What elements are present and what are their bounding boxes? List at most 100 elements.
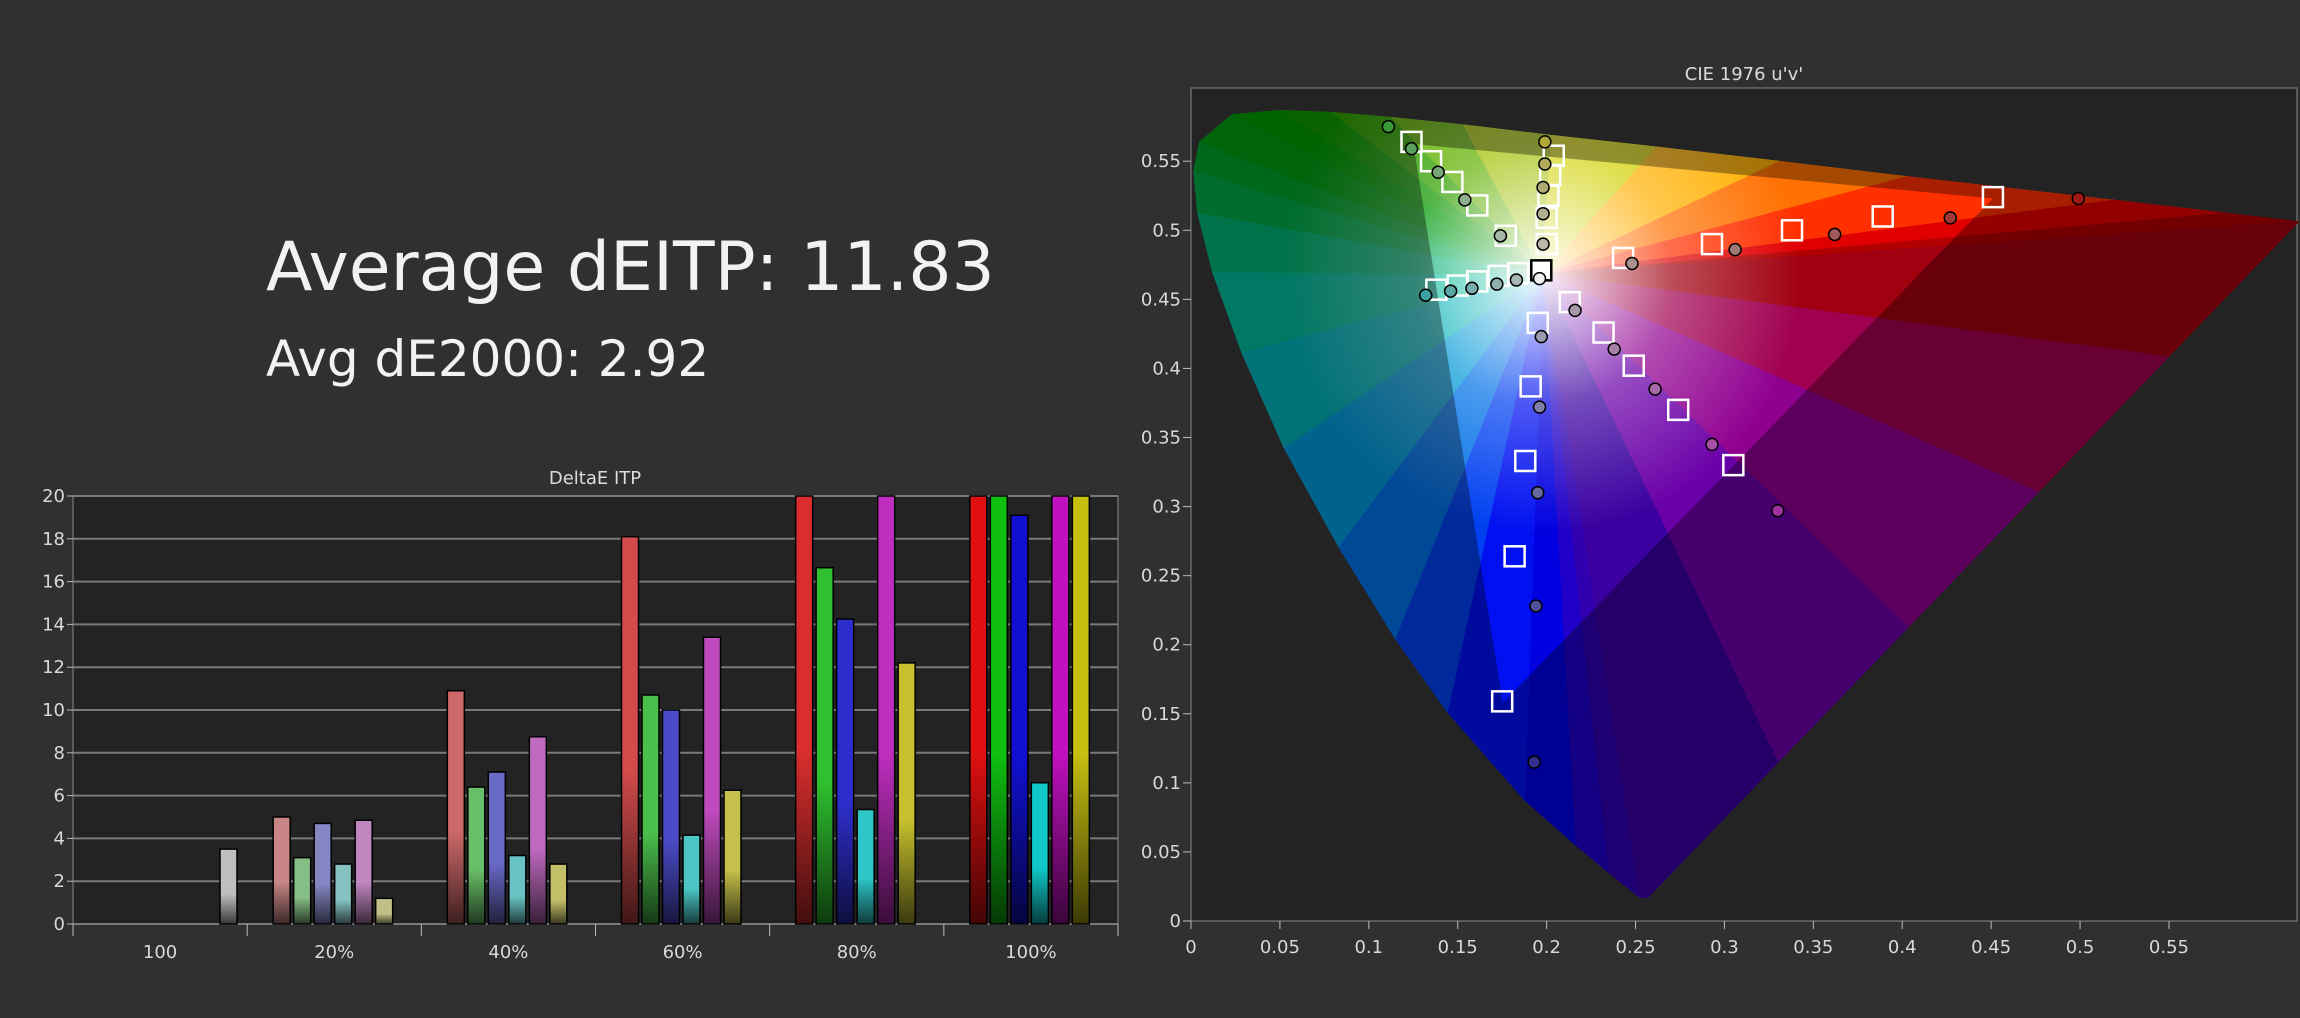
measured-point bbox=[1493, 229, 1508, 243]
x-tick-label: 0.2 bbox=[1532, 937, 1561, 958]
measured-point bbox=[1527, 755, 1541, 769]
y-tick-label: 18 bbox=[42, 529, 65, 550]
bar-cyan-80% bbox=[856, 808, 875, 925]
measured-point bbox=[1536, 180, 1550, 195]
bar-blue-100% bbox=[1010, 514, 1029, 925]
measured-point bbox=[1431, 165, 1445, 180]
x-tick-label: 0.45 bbox=[1971, 937, 2011, 958]
y-tick-label: 16 bbox=[42, 572, 65, 593]
y-tick-label: 8 bbox=[54, 743, 65, 764]
x-tick-label: 0.05 bbox=[1260, 937, 1300, 958]
measured-point bbox=[1538, 135, 1552, 149]
target-square bbox=[1503, 545, 1526, 568]
y-tick-label: 6 bbox=[54, 786, 65, 807]
x-tick-label: 100% bbox=[1005, 942, 1056, 963]
measured-point bbox=[1648, 382, 1662, 396]
target-square bbox=[1514, 449, 1537, 473]
bar-green-100% bbox=[989, 495, 1009, 925]
target-square bbox=[1490, 690, 1514, 713]
y-tick-label: 12 bbox=[42, 657, 65, 678]
target-square bbox=[1666, 398, 1690, 422]
y-tick-label: 0.4 bbox=[1152, 358, 1181, 379]
target-square bbox=[1700, 232, 1724, 256]
bar-yellow-100% bbox=[1071, 495, 1091, 925]
y-tick-label: 0.25 bbox=[1141, 566, 1181, 587]
bar-green-80% bbox=[815, 566, 834, 925]
bar-red-100% bbox=[969, 495, 988, 925]
target-square bbox=[1519, 375, 1542, 398]
y-tick-label: 0 bbox=[54, 914, 65, 935]
bar-cyan-40% bbox=[508, 854, 527, 925]
x-tick-label: 60% bbox=[663, 942, 703, 963]
avg-de2000-label: Avg dE2000: 2.92 bbox=[266, 330, 710, 388]
y-tick-label: 0.55 bbox=[1141, 151, 1181, 172]
y-tick-label: 2 bbox=[54, 871, 65, 892]
x-tick-label: 0.25 bbox=[1615, 937, 1655, 958]
target-square bbox=[1592, 321, 1615, 344]
measured-point bbox=[1490, 277, 1504, 291]
measured-point bbox=[1532, 271, 1547, 286]
bar-blue-40% bbox=[487, 771, 507, 925]
x-tick-label: 0.1 bbox=[1354, 937, 1383, 958]
target-square bbox=[1441, 170, 1464, 194]
cie-chart-title: CIE 1976 u'v' bbox=[1685, 64, 1803, 85]
bar-magenta-20% bbox=[354, 819, 373, 925]
bar-blue-80% bbox=[835, 618, 855, 925]
bar-magenta-100% bbox=[1051, 495, 1070, 925]
measured-point bbox=[1443, 284, 1458, 298]
target-square bbox=[1780, 219, 1804, 242]
bar-green-40% bbox=[467, 786, 486, 925]
measured-point bbox=[1418, 288, 1433, 302]
measured-point bbox=[2071, 191, 2086, 206]
y-tick-label: 0.1 bbox=[1152, 773, 1181, 794]
bar-magenta-80% bbox=[876, 495, 896, 925]
y-tick-label: 0.5 bbox=[1152, 220, 1181, 241]
x-tick-label: 80% bbox=[837, 942, 877, 963]
target-square bbox=[1419, 149, 1443, 173]
x-tick-label: 0.15 bbox=[1438, 937, 1478, 958]
bar-cyan-100% bbox=[1030, 782, 1050, 925]
y-tick-label: 0.45 bbox=[1141, 289, 1181, 310]
measured-point bbox=[1771, 503, 1785, 518]
target-square bbox=[1622, 354, 1646, 377]
measured-point bbox=[1943, 211, 1958, 225]
target-square bbox=[1871, 205, 1894, 228]
bar-yellow-40% bbox=[549, 863, 568, 925]
bar-green-20% bbox=[292, 856, 312, 925]
x-tick-label: 0.35 bbox=[1793, 937, 1833, 958]
bar-red-40% bbox=[446, 689, 466, 925]
measured-point bbox=[1538, 157, 1552, 171]
measured-point bbox=[1381, 119, 1396, 134]
target-square bbox=[1535, 206, 1558, 230]
bar-blue-60% bbox=[661, 709, 681, 925]
y-tick-label: 0.15 bbox=[1141, 704, 1181, 725]
measured-point bbox=[1404, 142, 1419, 156]
y-tick-label: 0 bbox=[1170, 911, 1181, 932]
bar-magenta-60% bbox=[702, 636, 722, 925]
bar-cyan-60% bbox=[682, 834, 701, 925]
x-tick-label: 100 bbox=[143, 942, 177, 963]
y-tick-label: 0.05 bbox=[1141, 842, 1181, 863]
measured-point bbox=[1728, 242, 1742, 257]
measured-point bbox=[1534, 329, 1549, 344]
measured-point bbox=[1625, 256, 1639, 271]
y-tick-label: 14 bbox=[42, 614, 65, 635]
measured-point bbox=[1465, 281, 1479, 296]
measured-point bbox=[1458, 193, 1472, 207]
bar-yellow-20% bbox=[374, 897, 394, 925]
bar-cyan-20% bbox=[333, 863, 353, 925]
y-tick-label: 0.2 bbox=[1152, 635, 1181, 656]
measured-point bbox=[1536, 206, 1550, 221]
bar-red-20% bbox=[272, 816, 291, 925]
measured-point bbox=[1532, 400, 1547, 414]
measured-point bbox=[1607, 342, 1621, 356]
bar-yellow-60% bbox=[723, 789, 742, 925]
bar-red-60% bbox=[620, 535, 640, 925]
x-tick-label: 0.5 bbox=[2066, 937, 2095, 958]
out-of-gamut-shade bbox=[1193, 110, 2300, 899]
y-tick-label: 4 bbox=[54, 828, 65, 849]
measured-point bbox=[1509, 273, 1524, 287]
measured-point bbox=[1529, 599, 1543, 613]
x-tick-label: 40% bbox=[488, 942, 528, 963]
